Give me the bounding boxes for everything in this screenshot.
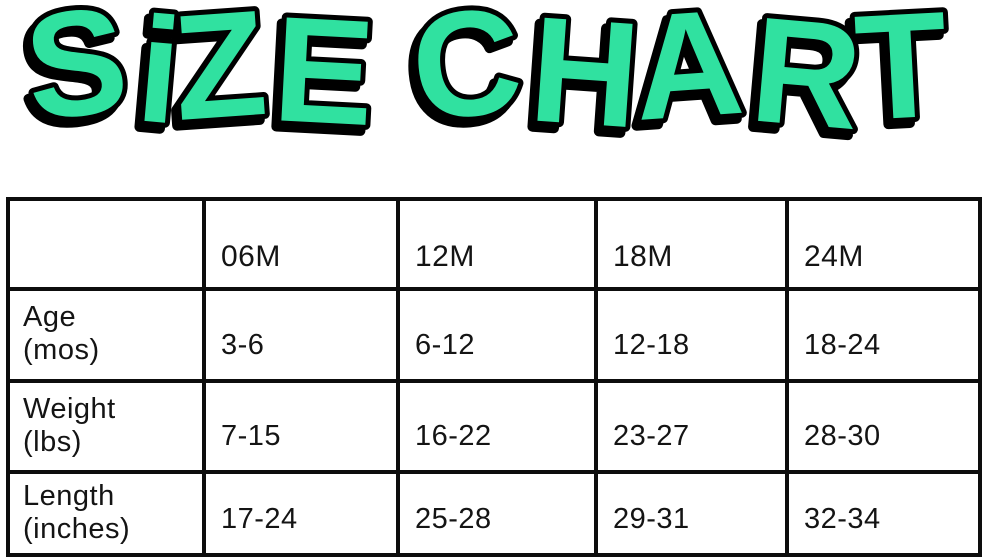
row-label-line2: (inches) [23,512,131,545]
row-label-line1: Age [23,301,77,333]
column-header-24m: 24M [785,197,982,291]
page-title-text: SiZE CHART [18,0,954,161]
column-header-18m: 18M [594,197,789,291]
column-header-06m: 06M [202,197,400,291]
page-title: SiZE CHART [0,0,984,174]
table-row-length: Length (inches) 17-24 25-28 29-31 32-34 [6,470,982,557]
size-table: 06M 12M 18M 24M Age (mos) 3-6 6-12 12-18… [6,197,982,557]
cell-length-06m: 17-24 [202,470,400,557]
cell-length-18m: 29-31 [594,470,789,557]
table-row-age: Age (mos) 3-6 6-12 12-18 18-24 [6,287,982,383]
cell-weight-24m: 28-30 [785,379,982,474]
cell-age-06m: 3-6 [202,287,400,383]
row-label-length: Length (inches) [6,470,206,557]
row-label-line2: (lbs) [23,425,82,458]
row-label-line1: Weight [23,392,116,425]
cell-length-24m: 32-34 [785,470,982,557]
cell-length-12m: 25-28 [396,470,598,557]
cell-age-12m: 6-12 [396,287,598,383]
table-corner-spacer [6,197,206,291]
row-label-line2: (mos) [23,334,100,366]
title-graphic: SiZE CHART [13,0,957,166]
cell-weight-12m: 16-22 [396,379,598,474]
row-label-line1: Length [23,479,115,512]
row-label-weight: Weight (lbs) [6,379,206,474]
cell-age-24m: 18-24 [785,287,982,383]
row-label-age: Age (mos) [6,287,206,383]
header-row: 06M 12M 18M 24M [6,197,982,291]
table-row-weight: Weight (lbs) 7-15 16-22 23-27 28-30 [6,379,982,474]
column-header-12m: 12M [396,197,598,291]
cell-weight-06m: 7-15 [202,379,400,474]
cell-age-18m: 12-18 [594,287,789,383]
cell-weight-18m: 23-27 [594,379,789,474]
